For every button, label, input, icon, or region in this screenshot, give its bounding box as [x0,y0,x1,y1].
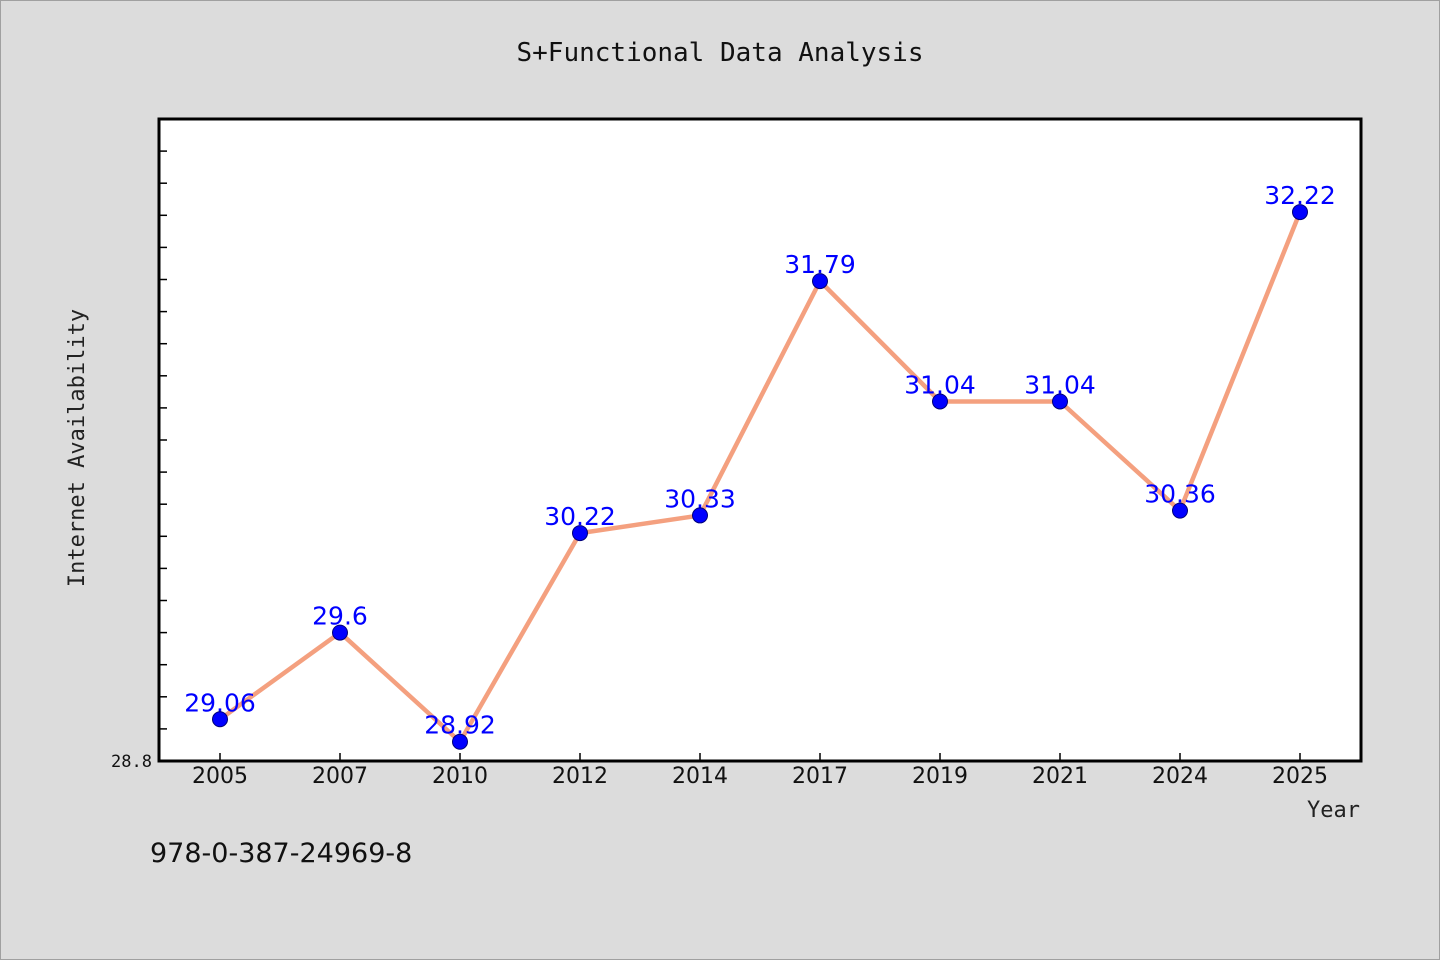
x-axis-ticks: 2005 2007 2010 2012 2014 2017 2019 2021 2024 2025 [192,753,1328,789]
isbn-footer: 978-0-387-24969-8 [150,838,412,869]
data-point [1052,393,1068,410]
data-point [1172,502,1188,519]
data-point [332,624,348,641]
x-tick-label: 2019 [912,764,968,789]
x-tick-label: 2014 [672,764,728,789]
x-tick-label: 2005 [192,764,248,789]
x-tick-label: 2017 [792,764,848,789]
data-point [932,393,948,410]
x-tick-label: 2021 [1032,764,1088,789]
data-point [692,507,708,524]
data-point [452,733,468,750]
data-point [212,711,228,728]
data-point [572,525,588,542]
x-axis-title: Year [1307,798,1360,823]
data-point [812,273,828,290]
x-tick-label: 2007 [312,764,368,789]
x-tick-label: 2010 [432,764,488,789]
plot-area [157,117,1363,763]
x-tick-label: 2012 [552,764,608,789]
data-point [1292,204,1308,221]
y-axis-title: Internet Availability [65,309,90,587]
x-tick-label: 2024 [1152,764,1208,789]
x-tick-label: 2025 [1272,764,1328,789]
y-axis-ticks [159,118,167,730]
y-axis-min-label: 28.8 [111,752,152,772]
series-line [218,211,1303,744]
chart-title: S+Functional Data Analysis [517,38,924,68]
